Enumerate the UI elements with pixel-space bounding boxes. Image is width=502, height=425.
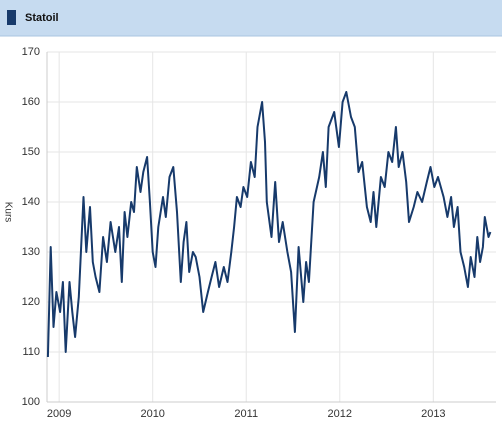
- x-tick-label: 2013: [421, 408, 445, 420]
- y-tick-label: 170: [22, 46, 40, 58]
- x-tick-label: 2011: [234, 408, 258, 420]
- legend-swatch: [7, 10, 16, 25]
- y-tick-label: 120: [22, 296, 40, 308]
- header-bar: [0, 0, 502, 36]
- y-tick-label: 150: [22, 146, 40, 158]
- legend-label: Statoil: [25, 12, 59, 24]
- y-axis-label: Kurs: [2, 202, 13, 223]
- y-tick-label: 140: [22, 196, 40, 208]
- grid: [47, 51, 496, 403]
- y-tick-label: 110: [22, 346, 40, 358]
- y-tick-label: 100: [22, 396, 40, 408]
- line-series: [46, 91, 492, 358]
- x-tick-label: 2009: [47, 408, 71, 420]
- y-tick-label: 130: [22, 246, 40, 258]
- x-tick-label: 2012: [328, 408, 352, 420]
- x-tick-label: 2010: [140, 408, 164, 420]
- y-tick-label: 160: [22, 96, 40, 108]
